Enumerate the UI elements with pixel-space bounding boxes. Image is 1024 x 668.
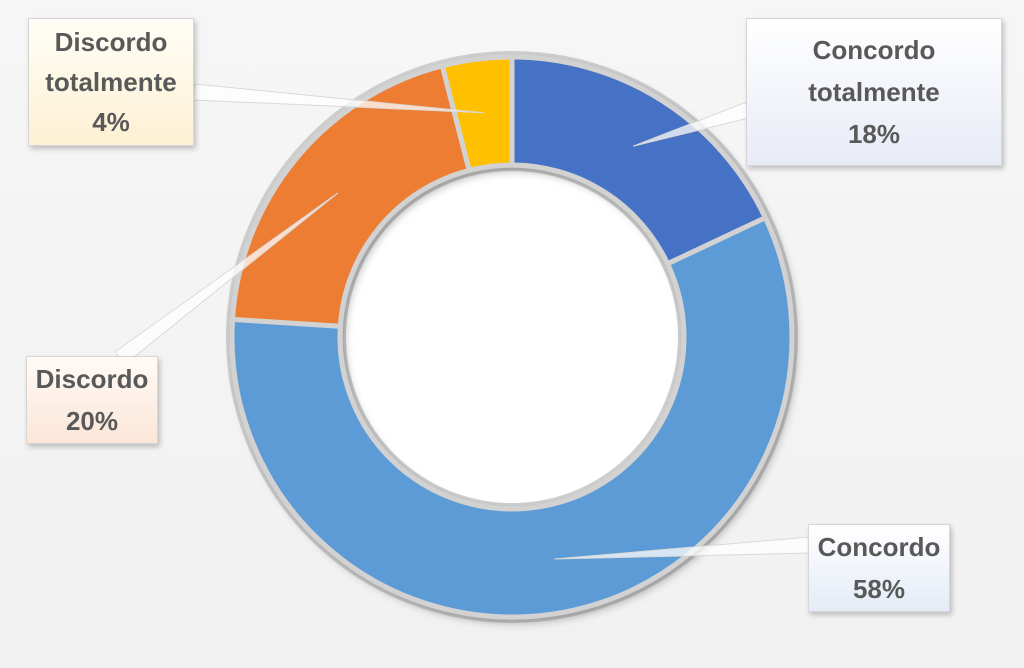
leader-line-discordo-totalmente (192, 83, 484, 114)
leader-lines (114, 83, 811, 560)
data-label-category: Discordo (35, 364, 149, 394)
data-label-percent: 4% (92, 107, 130, 137)
data-label-percent: 18% (847, 119, 901, 149)
data-label-category-line2: totalmente (45, 67, 177, 97)
data-label-percent: 58% (852, 574, 906, 604)
data-label-category-line1: Concordo (812, 35, 936, 65)
donut-ring-outline (226, 51, 798, 623)
donut-slice-discordo-totalmente (439, 54, 515, 173)
data-label-percent: 20% (65, 406, 119, 436)
donut-slice-concordo (229, 215, 795, 620)
donut-slice-concordo-totalmente (509, 54, 768, 267)
donut-outer-border (226, 51, 798, 623)
data-label-category-line2: totalmente (808, 77, 940, 107)
donut-inner-hole (340, 165, 684, 509)
data-label-category: Concordo (817, 532, 941, 562)
data-label-discordo-totalmente: Discordo totalmente 4% (28, 18, 194, 146)
data-label-concordo: Concordo 58% (808, 524, 950, 612)
data-label-category-line1: Discordo (54, 27, 168, 57)
data-label-concordo-totalmente: Concordo totalmente 18% (746, 18, 1002, 166)
donut-slice-discordo (230, 63, 472, 329)
donut-slices (229, 54, 795, 620)
data-label-discordo: Discordo 20% (26, 356, 158, 444)
